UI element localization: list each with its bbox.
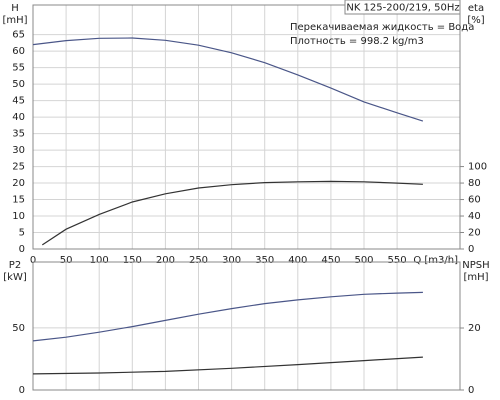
title-box bbox=[344, 0, 461, 15]
y2-axis-label: eta bbox=[468, 3, 484, 14]
y-tick-label: 20 bbox=[12, 178, 25, 189]
plot-frame bbox=[32, 261, 461, 391]
y2-tick-label: 80 bbox=[468, 178, 481, 189]
y-tick-label: 60 bbox=[12, 46, 25, 57]
y2-tick-label: 0 bbox=[468, 244, 474, 255]
y2-axis-unit: [mH] bbox=[463, 272, 488, 283]
curve-h bbox=[32, 37, 424, 122]
y-axis-unit: [mH] bbox=[2, 15, 27, 26]
y-tick-label: 15 bbox=[12, 195, 25, 206]
x-tick-label: 500 bbox=[354, 255, 373, 266]
y-axis-label: P2 bbox=[9, 260, 21, 271]
y-tick-label: 25 bbox=[12, 162, 25, 173]
x-tick-label: 100 bbox=[90, 255, 109, 266]
y-tick-label: 10 bbox=[12, 211, 25, 222]
curve-p2 bbox=[32, 291, 423, 342]
y-tick-label: 0 bbox=[19, 385, 25, 396]
y2-tick-label: 100 bbox=[468, 162, 487, 173]
y-tick-label: 50 bbox=[12, 323, 25, 334]
y-axis-label: H bbox=[11, 3, 19, 14]
x-tick-label: 0 bbox=[30, 255, 36, 266]
y-tick-label: 45 bbox=[12, 96, 25, 107]
x-tick-label: 300 bbox=[222, 255, 241, 266]
y-tick-label: 50 bbox=[12, 79, 25, 90]
y-tick-label: 40 bbox=[12, 112, 25, 123]
y-tick-label: 30 bbox=[12, 145, 25, 156]
y2-tick-label: 40 bbox=[468, 211, 481, 222]
chart-title: NK 125-200/219, 50Hz bbox=[346, 3, 459, 14]
annotation: Плотность = 998.2 kg/m3 bbox=[290, 36, 424, 47]
x-tick-label: 250 bbox=[189, 255, 208, 266]
x-tick-label: 150 bbox=[123, 255, 142, 266]
x-tick-label: 200 bbox=[156, 255, 175, 266]
x-tick-label: 350 bbox=[255, 255, 274, 266]
annotation: Перекачиваемая жидкость = Вода bbox=[290, 22, 474, 33]
x-tick-label: 50 bbox=[60, 255, 73, 266]
y2-tick-label: 0 bbox=[468, 385, 474, 396]
y-tick-label: 65 bbox=[12, 30, 25, 41]
x-axis-label: Q [m3/h] bbox=[413, 255, 458, 266]
curve-eta bbox=[41, 180, 423, 246]
y2-tick-label: 60 bbox=[468, 195, 481, 206]
y2-axis-unit: [%] bbox=[467, 15, 484, 26]
y2-axis-label: NPSH bbox=[462, 260, 489, 271]
x-tick-label: 400 bbox=[288, 255, 307, 266]
y-tick-label: 55 bbox=[12, 63, 25, 74]
y-tick-label: 5 bbox=[19, 228, 25, 239]
y-tick-label: 0 bbox=[19, 244, 25, 255]
y2-tick-label: 20 bbox=[468, 323, 481, 334]
plot-frame bbox=[32, 4, 461, 250]
y2-tick-label: 20 bbox=[468, 228, 481, 239]
curve-npsh bbox=[32, 356, 423, 375]
x-tick-label: 450 bbox=[321, 255, 340, 266]
y-tick-label: 35 bbox=[12, 129, 25, 140]
y-axis-unit: [kW] bbox=[3, 272, 27, 283]
x-tick-label: 550 bbox=[388, 255, 407, 266]
